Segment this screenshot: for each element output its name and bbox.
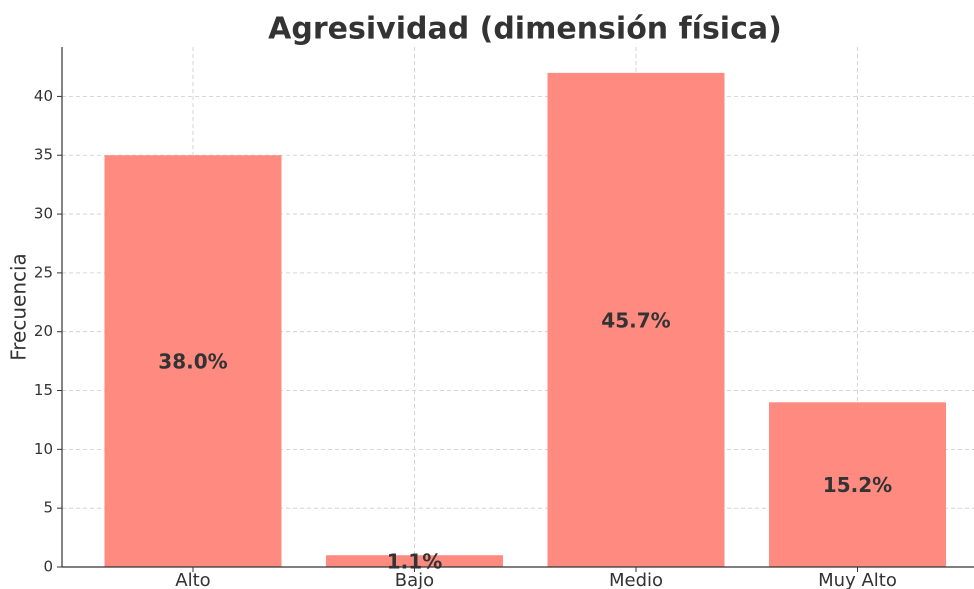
y-tick-label: 30: [34, 205, 53, 223]
y-tick-label: 40: [34, 87, 53, 105]
bar: [326, 555, 503, 567]
bar: [104, 155, 282, 567]
y-tick-label: 5: [43, 499, 53, 517]
x-tick-label: Alto: [175, 570, 210, 589]
chart-title: Agresividad (dimensión física): [268, 12, 782, 47]
bar-label: 15.2%: [823, 473, 892, 497]
bar-label: 38.0%: [158, 350, 227, 374]
y-tick-label: 0: [43, 558, 53, 576]
bar: [769, 402, 946, 567]
bar-label: 45.7%: [601, 308, 670, 332]
y-tick-label: 25: [34, 263, 53, 281]
y-axis-label: Frecuencia: [7, 253, 31, 361]
y-tick-label: 20: [34, 322, 53, 340]
y-tick-label: 35: [34, 146, 53, 164]
x-tick-label: Muy Alto: [818, 570, 897, 589]
x-tick-label: Medio: [609, 570, 663, 589]
y-tick-label: 15: [34, 381, 53, 399]
x-tick-label: Bajo: [395, 570, 434, 589]
bar: [547, 72, 725, 567]
y-tick-label: 10: [34, 440, 53, 458]
